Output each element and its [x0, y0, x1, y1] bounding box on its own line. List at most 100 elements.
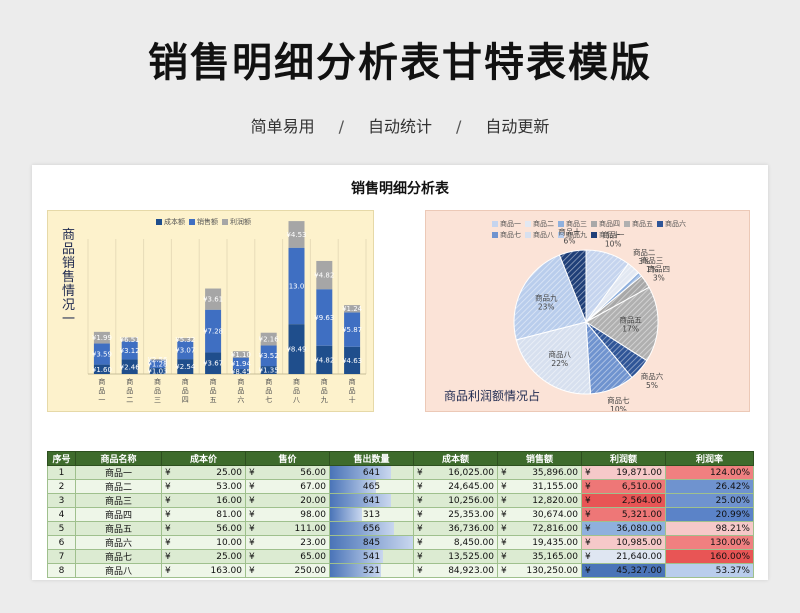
product-name: 商品三 — [75, 493, 162, 508]
money-cell: ¥31,155.00 — [497, 479, 582, 494]
pie-slice-label: 商品四 — [648, 264, 671, 274]
row-number: 4 — [47, 507, 76, 522]
x-tick-label: 商 — [265, 377, 272, 386]
legend-item-0: 成本额 — [152, 218, 185, 226]
money-cell: ¥2,564.00 — [581, 493, 666, 508]
currency-symbol: ¥ — [417, 565, 423, 576]
pie-legend-item-2: 商品三 — [554, 220, 587, 228]
money-cell: ¥16.00 — [161, 493, 246, 508]
currency-symbol: ¥ — [417, 481, 423, 492]
table-row: 2 商品二 ¥53.00 ¥67.00 465 ¥24,645.00 ¥31,155.00 ¥… — [47, 479, 754, 494]
currency-symbol: ¥ — [249, 481, 255, 492]
money-cell: ¥21,640.00 — [581, 549, 666, 564]
x-tick-label: 八 — [293, 396, 300, 404]
bar-data-label: ¥2.56 — [147, 356, 168, 364]
column-header-1: 商品名称 — [75, 451, 162, 466]
tag-separator: / — [456, 117, 462, 136]
money-cell: ¥36,080.00 — [581, 521, 666, 536]
bar-data-label: ¥2.54 — [175, 363, 196, 371]
pie-chart-legend: 商品一 商品二 商品三 商品四 商品五 商品六商品七 商品八 商品九 商品十 — [488, 219, 688, 241]
legend-swatch — [156, 219, 162, 225]
money-value: 53.00 — [216, 481, 242, 492]
money-value: 35,896.00 — [532, 467, 578, 478]
quantity-data-bar — [330, 508, 362, 521]
bar-data-label: ¥1.99 — [92, 334, 112, 342]
profit-rate: 53.37% — [665, 563, 754, 578]
pie-chart-panel[interactable]: 商品一 商品二 商品三 商品四 商品五 商品六商品七 商品八 商品九 商品十 商品一 10% 商品二… — [425, 210, 750, 412]
money-value: 2,564.00 — [621, 495, 662, 506]
money-cell: ¥10,256.00 — [413, 493, 498, 508]
money-cell: ¥30,674.00 — [497, 507, 582, 522]
feature-tags: 简单易用 / 自动统计 / 自动更新 — [0, 113, 800, 137]
currency-symbol: ¥ — [249, 509, 255, 520]
legend-swatch — [558, 232, 564, 238]
bar-0-3 — [177, 359, 194, 374]
bar-2-0 — [93, 331, 110, 344]
x-tick-label: 七 — [265, 395, 272, 404]
currency-symbol: ¥ — [165, 537, 171, 548]
currency-symbol: ¥ — [417, 509, 423, 520]
pie-slice-label: 商品六 — [641, 371, 664, 381]
money-cell: ¥20.00 — [245, 493, 330, 508]
pie-legend-item-5: 商品六 — [653, 220, 686, 228]
bar-1-2 — [149, 360, 166, 368]
x-tick-label: 六 — [237, 395, 244, 404]
quantity-cell: 541 — [329, 549, 414, 564]
product-name: 商品一 — [75, 465, 162, 480]
currency-symbol: ¥ — [249, 467, 255, 478]
table-row: 4 商品四 ¥81.00 ¥98.00 313 ¥25,353.00 ¥30,674.00 ¥… — [47, 507, 754, 522]
bar-chart-panel[interactable]: 商品销售情况一 成本额 销售额 利润额 ¥1.60 ¥3.59 ¥1.99 商品一 ¥2.4… — [47, 210, 374, 412]
bar-2-9 — [344, 305, 361, 313]
profit-rate: 98.21% — [665, 521, 754, 536]
money-cell: ¥84,923.00 — [413, 563, 498, 578]
product-name: 商品八 — [75, 563, 162, 578]
x-tick-label: 商 — [154, 377, 161, 386]
quantity-data-bar — [330, 494, 392, 507]
quantity-cell: 313 — [329, 507, 414, 522]
bar-chart: ¥1.60 ¥3.59 ¥1.99 商品一 ¥2.46 ¥3.12 ¥6.51 商品二 ¥1.0… — [87, 221, 367, 404]
feature-tag-update: 自动更新 — [485, 117, 550, 136]
pie-legend-item-7: 商品八 — [521, 231, 554, 239]
money-value: 72,816.00 — [532, 523, 578, 534]
row-number: 5 — [47, 521, 76, 536]
profit-rate: 20.99% — [665, 507, 754, 522]
table-row: 8 商品八 ¥163.00 ¥250.00 521 ¥84,923.00 ¥130,250.… — [47, 563, 754, 578]
column-header-2: 成本价 — [161, 451, 246, 466]
product-name: 商品二 — [75, 479, 162, 494]
legend-label: 商品三 — [566, 220, 587, 228]
money-value: 98.00 — [300, 509, 326, 520]
pie-slice-percent: 23% — [538, 303, 555, 312]
bar-chart-title: 商品销售情况一 — [62, 228, 76, 327]
legend-swatch — [222, 219, 228, 225]
bar-0-0 — [93, 364, 110, 374]
bar-data-label: ¥4.53 — [286, 231, 306, 239]
currency-symbol: ¥ — [165, 509, 171, 520]
quantity-value: 313 — [362, 509, 381, 520]
quantity-value: 541 — [362, 551, 381, 562]
column-header-6: 销售额 — [497, 451, 582, 466]
table-row: 1 商品一 ¥25.00 ¥56.00 641 ¥16,025.00 ¥35,896.00 ¥… — [47, 465, 754, 480]
currency-symbol: ¥ — [249, 565, 255, 576]
money-value: 12,820.00 — [532, 495, 578, 506]
currency-symbol: ¥ — [249, 551, 255, 562]
column-header-8: 利润率 — [665, 451, 754, 466]
quantity-value: 641 — [362, 467, 381, 478]
legend-label: 商品五 — [632, 220, 653, 228]
product-name: 商品四 — [75, 507, 162, 522]
money-cell: ¥35,165.00 — [497, 549, 582, 564]
currency-symbol: ¥ — [417, 523, 423, 534]
bar-data-label: ¥1.94 — [231, 360, 252, 368]
currency-symbol: ¥ — [501, 509, 507, 520]
table-body: 1 商品一 ¥25.00 ¥56.00 641 ¥16,025.00 ¥35,896.00 ¥… — [47, 465, 754, 578]
bar-1-0 — [93, 343, 110, 365]
x-tick-label: 商 — [349, 377, 356, 386]
table-row: 5 商品五 ¥56.00 ¥111.00 656 ¥36,736.00 ¥72,816.00… — [47, 521, 754, 536]
pie-slice-percent: 17% — [622, 324, 639, 333]
legend-label: 商品十 — [599, 231, 620, 239]
money-value: 10.00 — [216, 537, 242, 548]
row-number: 8 — [47, 563, 76, 578]
table-header-row: 序号 商品名称 成本价 售价 售出数量 成本额 销售额 利润额 利润率 — [47, 451, 754, 466]
pie-chart-title: 商品利润额情况占 — [444, 389, 541, 403]
legend-swatch — [657, 221, 663, 227]
quantity-data-bar — [330, 480, 376, 493]
